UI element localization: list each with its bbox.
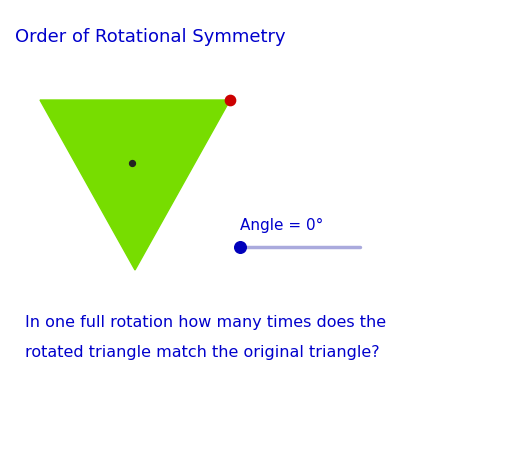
Polygon shape <box>40 100 230 270</box>
Text: Angle = 0°: Angle = 0° <box>240 218 324 233</box>
Point <box>128 159 136 166</box>
Text: rotated triangle match the original triangle?: rotated triangle match the original tria… <box>25 345 379 360</box>
Text: In one full rotation how many times does the: In one full rotation how many times does… <box>25 315 386 330</box>
Point <box>226 97 234 104</box>
Text: Order of Rotational Symmetry: Order of Rotational Symmetry <box>15 28 286 46</box>
Point <box>236 244 244 251</box>
